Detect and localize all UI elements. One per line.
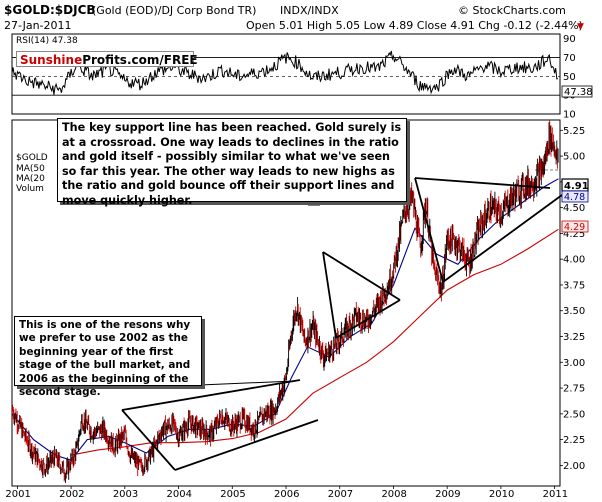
x-tick-label: 2003 bbox=[113, 489, 138, 500]
x-tick-label: 2002 bbox=[59, 489, 84, 500]
y-tick-label: 3.50 bbox=[563, 306, 585, 317]
y-tick-label: 2.00 bbox=[563, 461, 585, 472]
legend: $GOLD MA(50 MA(20 Volum bbox=[16, 153, 48, 194]
rsi-panel-frame bbox=[11, 33, 561, 115]
annotation-stage: This is one of the resons why we prefer … bbox=[14, 316, 202, 398]
brand-sunshine: Sunshine bbox=[20, 53, 83, 67]
x-tick-label: 2008 bbox=[381, 489, 406, 500]
legend-item-ma200: MA(20 bbox=[16, 174, 45, 184]
y-tick-label: 3.25 bbox=[563, 332, 585, 343]
close-badge: 4.91 bbox=[564, 181, 589, 192]
annotation-crossroad: The key support line has been reached. G… bbox=[57, 118, 407, 207]
x-tick-label: 2001 bbox=[5, 489, 30, 500]
rsi-tick-label: 70 bbox=[563, 53, 576, 64]
x-tick-label: 2004 bbox=[167, 489, 192, 500]
y-tick-label: 4.00 bbox=[563, 255, 585, 266]
watermark: © StockCharts.com bbox=[458, 4, 566, 17]
rsi-tick-label: 90 bbox=[563, 34, 576, 45]
x-tick-label: 2005 bbox=[220, 489, 245, 500]
chart-description: (Gold (EOD)/DJ Corp Bond TR) bbox=[92, 4, 256, 17]
x-tick-label: 2010 bbox=[489, 489, 514, 500]
trendline-2002-left bbox=[121, 409, 176, 471]
y-tick-label: 2.25 bbox=[563, 435, 585, 446]
chart-date: 27-Jan-2011 bbox=[4, 19, 72, 32]
rsi-value-badge: 47.38 bbox=[564, 87, 593, 98]
y-tick-label: 4.25 bbox=[563, 229, 585, 240]
callout-pointer-left bbox=[199, 380, 296, 386]
trendline-2008-left bbox=[414, 177, 444, 283]
trendline-2002-upper bbox=[121, 379, 301, 411]
price-bars bbox=[12, 120, 559, 483]
trendline-2006-upper bbox=[322, 251, 401, 301]
y-tick-label: 3.00 bbox=[563, 358, 585, 369]
brand-profits: Profits.com/FREE bbox=[82, 53, 198, 67]
y-tick-label: 3.75 bbox=[563, 280, 585, 291]
trendline-2006-left bbox=[322, 251, 337, 339]
trendline-2002-lower bbox=[174, 419, 319, 471]
rsi-tick-label: 50 bbox=[563, 72, 576, 83]
x-tick-label: 2007 bbox=[328, 489, 353, 500]
trendline-2008-lower bbox=[442, 194, 563, 283]
rsi-line bbox=[11, 50, 559, 95]
ma200-badge: 4.29 bbox=[564, 222, 585, 233]
legend-item-ma50: MA(50 bbox=[16, 164, 45, 174]
trendline-2006-lower bbox=[335, 299, 401, 339]
quote-summary: Open 5.01 High 5.05 Low 4.89 Close 4.91 … bbox=[246, 19, 583, 32]
y-tick-label: 5.25 bbox=[563, 126, 585, 137]
legend-item-volume: Volum bbox=[16, 184, 44, 194]
y-tick-label: 5.00 bbox=[563, 152, 585, 163]
y-tick-label: 2.50 bbox=[563, 409, 585, 420]
chart-exchange: INDX/INDX bbox=[280, 4, 339, 17]
y-tick-label: 2.75 bbox=[563, 384, 585, 395]
x-axis: 2001 2002 2003 2004 2005 2006 2007 2008 2009 2010… bbox=[5, 486, 568, 500]
brand-banner: SunshineProfits.com/FREE bbox=[16, 51, 198, 67]
x-tick-label: 2006 bbox=[274, 489, 299, 500]
ma50-badge-box bbox=[561, 190, 589, 203]
x-tick-label: 2011 bbox=[543, 489, 568, 500]
legend-item-gold: $GOLD bbox=[16, 153, 48, 163]
trendlines bbox=[121, 177, 563, 471]
trendline-2008-upper bbox=[414, 177, 551, 189]
chart-symbol: $GOLD:$DJCB bbox=[4, 3, 96, 17]
y-tick-label: 4.50 bbox=[563, 203, 585, 214]
rsi-label: RSI(14) 47.38 bbox=[16, 36, 78, 46]
x-tick-label: 2009 bbox=[435, 489, 460, 500]
chg-down-arrow-icon: ▼ bbox=[577, 22, 584, 32]
rsi-value-box bbox=[561, 85, 593, 98]
ma200-badge-box bbox=[561, 220, 589, 233]
ma50-badge: 4.78 bbox=[564, 192, 585, 203]
rsi-tick-label: 10 bbox=[563, 110, 576, 121]
